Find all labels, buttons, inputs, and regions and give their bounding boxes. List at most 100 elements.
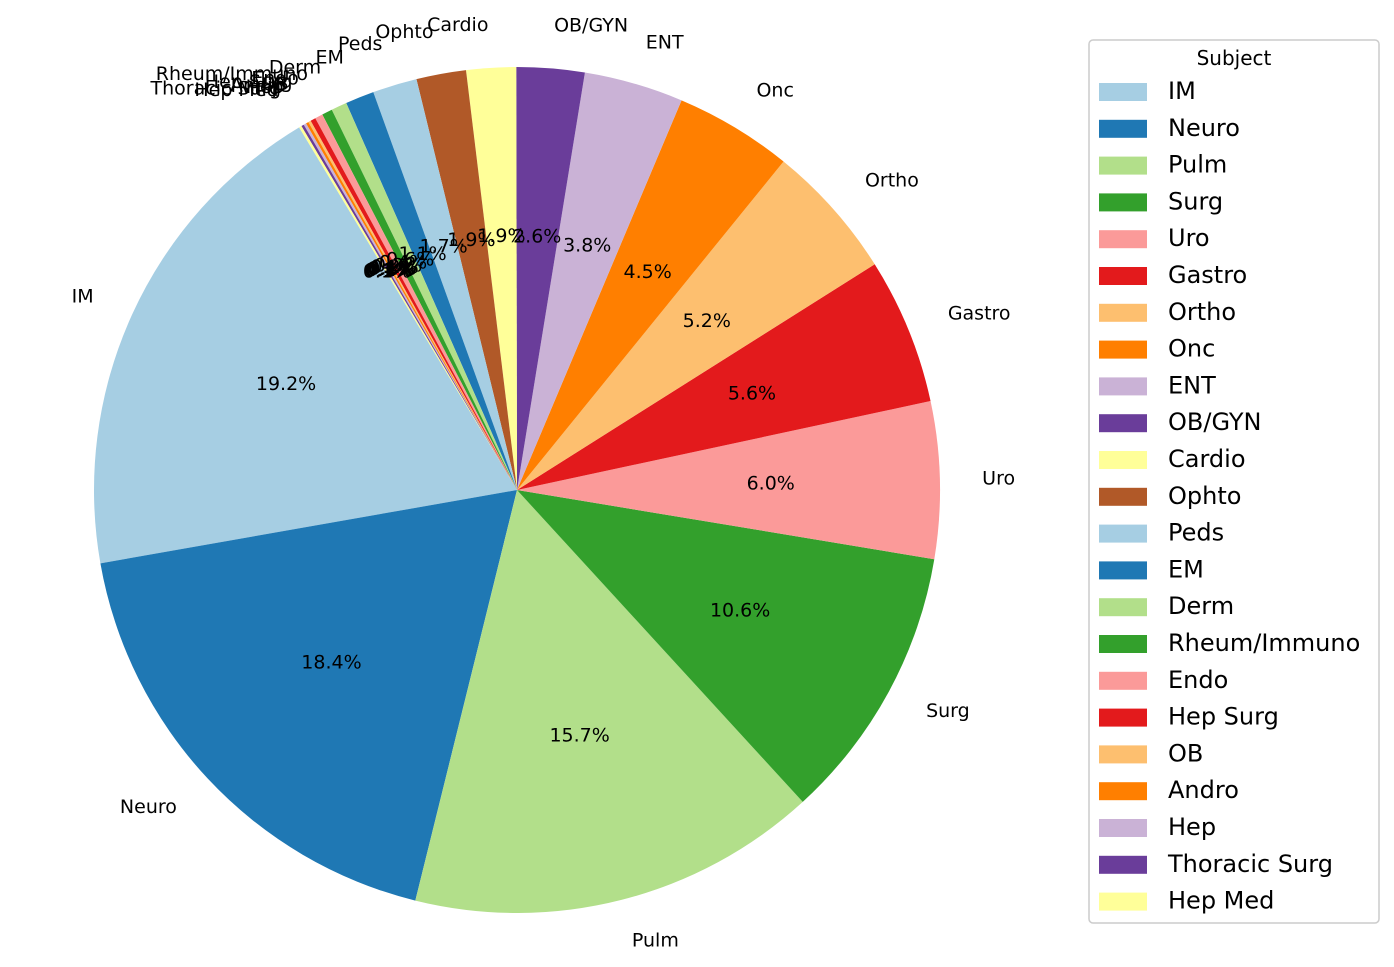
percent-label: 0.1% (363, 261, 411, 283)
slice-label: Neuro (120, 796, 177, 818)
pie-slice-im (94, 127, 518, 564)
legend-label: Hep Surg (1168, 703, 1279, 731)
legend-label: OB (1168, 739, 1203, 767)
percent-label: 4.5% (623, 261, 671, 283)
slice-label: Gastro (948, 303, 1011, 325)
legend-swatch (1099, 671, 1147, 690)
pie-slice-peds (373, 79, 517, 490)
pie-slice-hep (303, 123, 517, 490)
legend-label: ENT (1168, 371, 1216, 399)
percent-label: 1.9% (477, 225, 525, 247)
percent-label: 0.1% (367, 258, 415, 280)
legend-swatch (1099, 708, 1147, 727)
percent-label: 5.6% (728, 383, 776, 405)
legend-label: Uro (1168, 224, 1210, 252)
slice-label: Cardio (427, 14, 488, 36)
percent-label: 0.1% (364, 260, 412, 282)
legend-swatch (1099, 193, 1147, 212)
slice-labels: IM Neuro Pulm Surg Uro Gastro Ortho Onc ENT OB/GY… (72, 14, 1015, 951)
legend-swatch (1099, 303, 1147, 322)
legend-label: Ortho (1168, 298, 1236, 326)
legend-swatch (1099, 524, 1147, 543)
pie-slice-neuro (100, 490, 517, 901)
legend-title: Subject (1197, 46, 1272, 70)
legend-label: EM (1168, 555, 1204, 583)
slice-label: IM (72, 285, 94, 307)
legend-swatch (1099, 892, 1147, 911)
pie-slice-pulm (415, 490, 803, 913)
pie-slice-surg (517, 490, 935, 802)
legend-box (1088, 39, 1380, 924)
percent-label: 0.1% (366, 259, 414, 281)
slice-label: Endo (251, 67, 299, 89)
pie-slice-hep-med (299, 126, 517, 491)
pie-slice-onc (517, 100, 784, 490)
slice-label: Hep Surg (205, 71, 293, 93)
pie-slice-cardio (465, 67, 517, 490)
percent-label: 0.2% (370, 256, 418, 278)
pie-slice-thoracic-surg (301, 124, 517, 490)
slice-label: Derm (269, 56, 321, 78)
legend-swatch (1099, 451, 1147, 469)
percent-label: 15.7% (549, 724, 609, 746)
percent-label: 0.3% (374, 254, 422, 276)
slice-label: OB (261, 73, 289, 95)
pie-slice-ortho (517, 161, 875, 490)
legend-label: Cardio (1168, 445, 1246, 473)
percent-label: 0.4% (379, 252, 427, 274)
legend-label: Rheum/Immuno (1168, 629, 1360, 657)
slice-label: Hep (246, 76, 284, 98)
legend-label: Andro (1168, 776, 1239, 804)
legend-swatch (1099, 635, 1147, 653)
legend: Subject IM Neuro Pulm Surg Uro Gastro Ortho Onc… (1088, 39, 1380, 924)
slice-label: Hep Med (194, 79, 278, 101)
legend-label: Thoracic Surg (1167, 850, 1333, 878)
percent-label: 5.2% (683, 310, 731, 332)
pie-slice-ob-gyn (516, 67, 585, 491)
pie-slice-endo (315, 114, 517, 490)
pie-slice-em (346, 92, 517, 491)
legend-label: Hep Med (1168, 887, 1274, 915)
legend-swatch (1099, 414, 1147, 433)
slice-label: EM (316, 47, 344, 69)
legend-swatch (1099, 267, 1147, 285)
legend-swatch (1099, 377, 1147, 396)
legend-swatch (1099, 819, 1147, 837)
slice-label: Surg (926, 700, 970, 722)
slice-label: Onc (756, 80, 793, 102)
legend-swatch (1099, 855, 1147, 874)
slice-label: Andro (230, 74, 286, 96)
slice-label: Uro (982, 467, 1015, 489)
slice-label: Pulm (632, 929, 679, 951)
percent-label: 6.0% (747, 472, 795, 494)
percent-label: 18.4% (301, 652, 361, 674)
legend-label: Onc (1168, 335, 1215, 363)
legend-label: IM (1168, 77, 1196, 105)
percent-label: 0.1% (368, 257, 416, 279)
slice-label: Ortho (865, 170, 919, 192)
slice-label: ENT (646, 31, 684, 53)
legend-label: Hep (1168, 813, 1216, 841)
percent-label: 2.6% (513, 226, 561, 248)
percent-label: 1.7% (419, 236, 467, 258)
legend-swatch (1099, 230, 1147, 249)
pie-slice-gastro (517, 264, 931, 490)
legend-swatch (1099, 340, 1147, 359)
percent-label: 1.1% (398, 243, 446, 265)
legend-swatch (1099, 156, 1147, 175)
legend-label: Pulm (1168, 151, 1227, 179)
percent-labels: 19.2% 18.4% 15.7% 10.6% 6.0% 5.6% 5.2% 4.5% 3.8%… (256, 225, 795, 746)
pie-slice-uro (517, 401, 940, 560)
percent-label: 3.8% (563, 235, 611, 257)
percent-label: 0.6% (386, 248, 434, 270)
slice-label: OB/GYN (554, 15, 628, 37)
legend-swatch (1099, 745, 1147, 764)
slice-label: Rheum/Immuno (156, 63, 308, 85)
legend-swatch (1099, 119, 1147, 138)
pie-slices (94, 67, 940, 913)
pie-slice-hep-surg (310, 118, 517, 490)
legend-label: Surg (1168, 187, 1223, 215)
legend-swatch (1099, 83, 1147, 101)
slice-label: Peds (338, 33, 382, 55)
